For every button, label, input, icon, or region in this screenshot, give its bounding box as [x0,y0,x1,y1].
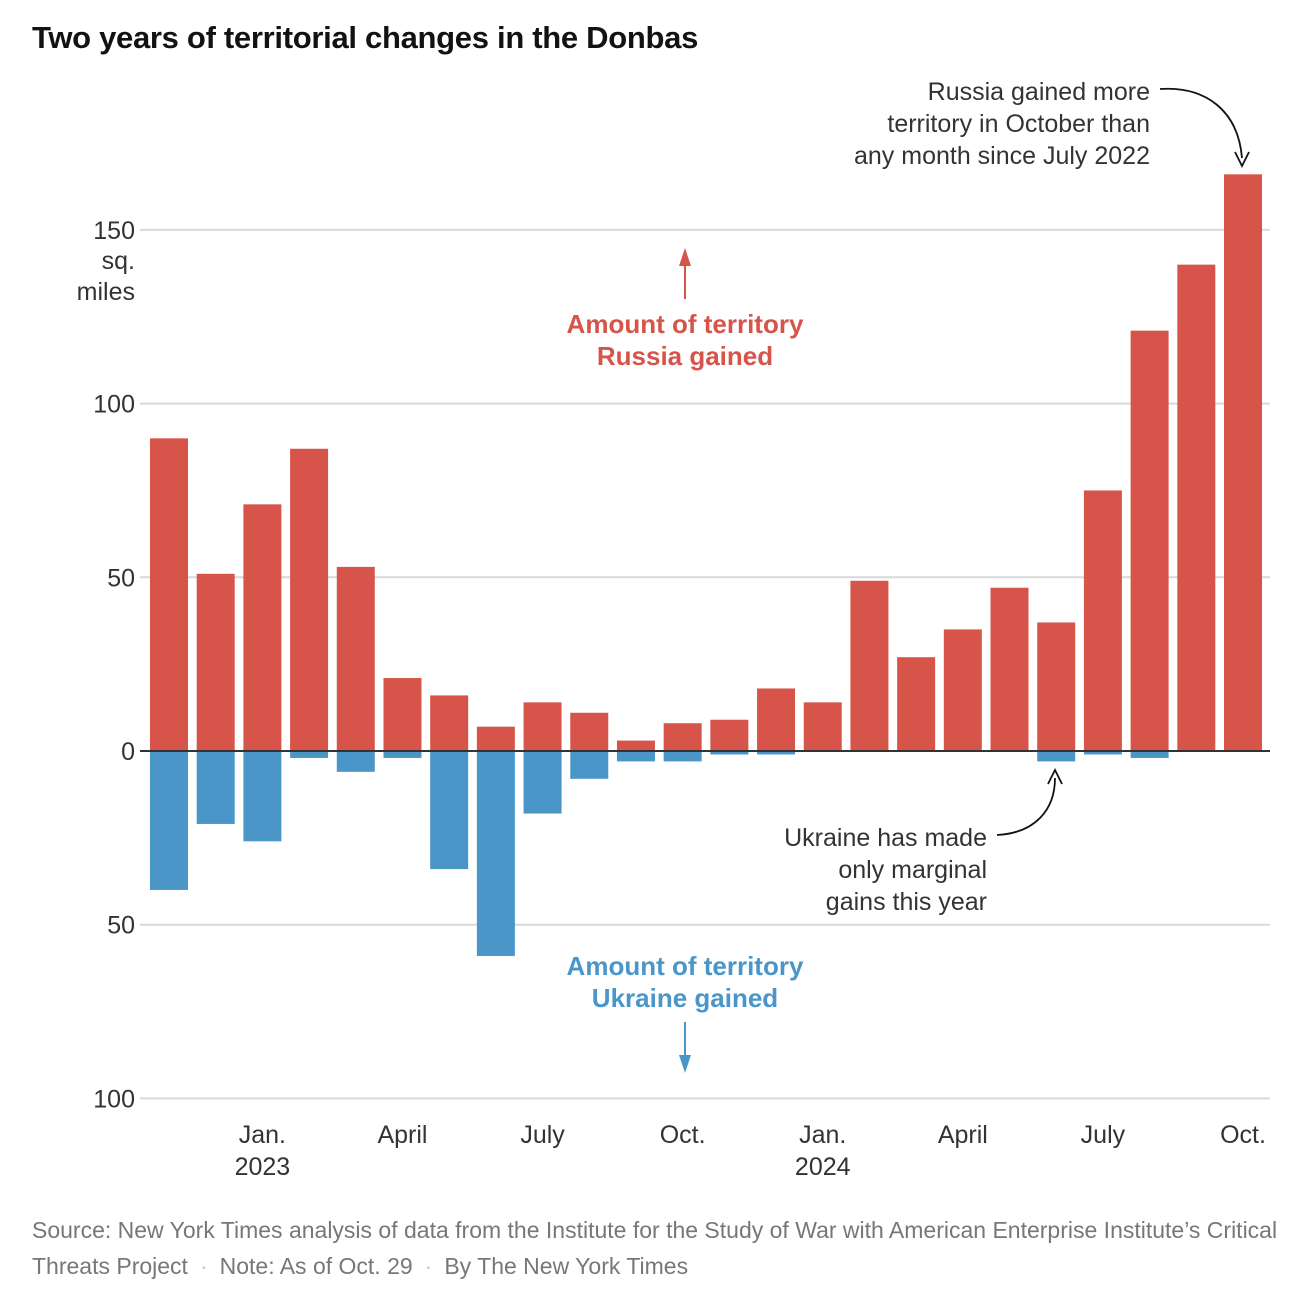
footer-source: Source: New York Times analysis of data … [32,1217,1278,1279]
y-tick-label: 100 [93,1085,135,1113]
russia-bar [1177,264,1216,751]
ukraine-bar [476,751,515,956]
russia-bar [897,657,936,751]
october-note-line3: any month since July 2022 [854,142,1150,170]
ukraine-label-line2: Ukraine gained [592,983,778,1013]
ukraine-bar [196,751,235,824]
y-tick-label: 150 [93,217,135,245]
russia-bar [1083,490,1122,751]
russia-bar [430,695,469,751]
ukraine-note-line3: gains this year [826,888,987,916]
ukraine-bar [290,751,329,758]
russia-bar [943,629,982,751]
footer-separator: · [424,1253,433,1279]
ukraine-bar [757,751,796,755]
ukraine-note-curve [996,777,1056,836]
october-note-arrowhead [1234,151,1250,169]
ukraine-bar [383,751,422,758]
footer-separator: · [199,1253,208,1279]
ukraine-bar [570,751,609,779]
x-tick-label: April [377,1121,427,1149]
russia-label-line1: Amount of territory [567,309,804,339]
russia-bar [150,438,188,751]
ukraine-bar [336,751,375,772]
russia-bar [1037,622,1076,751]
ukraine-bar [243,751,282,842]
bars [150,174,1262,956]
russia-bar [616,740,655,751]
russia-bar [243,504,282,751]
russia-bar [523,702,562,751]
russia-bar [990,587,1029,751]
october-note-curve [1159,87,1243,159]
y-tick-label: 50 [107,564,135,592]
x-tick-label: Jan. [239,1121,286,1149]
russia-bar [757,688,796,751]
russia-bar [196,573,235,751]
ukraine-bar [710,751,749,755]
ukraine-bar [616,751,655,762]
x-tick-label: Oct. [1220,1121,1266,1149]
ukraine-down-arrowhead [679,1055,691,1073]
ukraine-bar [1130,751,1169,758]
x-tick-label: July [1081,1121,1126,1149]
x-axis-labels: Jan. 2023 April July Oct. Jan. 2024 April July Oc… [235,1121,1266,1181]
ukraine-note-line2: only marginal [838,856,987,884]
russia-bar [1130,330,1169,751]
russia-bar [850,580,889,751]
russia-bar [663,723,702,751]
ukraine-bar [430,751,469,870]
russia-bar [383,678,422,751]
russia-bar [710,719,749,751]
x-tick-label: Oct. [660,1121,706,1149]
y-tick-label: 100 [93,391,135,419]
russia-bar [476,726,515,751]
x-tick-label: July [520,1121,565,1149]
gridlines [140,228,1270,1100]
russia-bar [336,566,375,751]
october-note-line2: territory in October than [887,110,1150,138]
russia-label-line2: Russia gained [597,341,773,371]
russia-up-arrowhead [679,248,691,266]
ukraine-bar [523,751,562,814]
footer: Source: New York Times analysis of data … [32,1212,1282,1284]
footer-byline: By The New York Times [444,1253,689,1279]
ukraine-bar [150,751,188,890]
russia-bar [803,702,842,751]
y-tick-label: 0 [121,738,135,766]
ukraine-note-arrowhead [1047,767,1063,785]
y-axis-labels: 150 100 50 0 50 100 [93,217,135,1114]
ukraine-bar [1037,751,1076,762]
russia-bar [290,448,329,751]
ukraine-label-line1: Amount of territory [567,951,804,981]
y-tick-label: 50 [107,912,135,940]
x-tick-year-label: 2024 [795,1153,851,1181]
october-note-line1: Russia gained more [928,78,1150,106]
chart-title: Two years of territorial changes in the … [32,20,699,55]
russia-bar [570,712,609,751]
x-tick-label: April [938,1121,988,1149]
ukraine-bar [663,751,702,762]
ukraine-bar [1083,751,1122,755]
x-tick-label: Jan. [799,1121,846,1149]
ukraine-note-line1: Ukraine has made [784,824,987,852]
y-unit-label-line2: miles [77,278,135,306]
x-tick-year-label: 2023 [235,1153,291,1181]
y-unit-label-line1: sq. [102,247,135,275]
bar-chart: 150 100 50 0 50 100 sq. miles Jan. 2023 April Ju… [77,78,1270,1181]
russia-bar [1224,174,1262,752]
footer-note: Note: As of Oct. 29 [219,1253,413,1279]
